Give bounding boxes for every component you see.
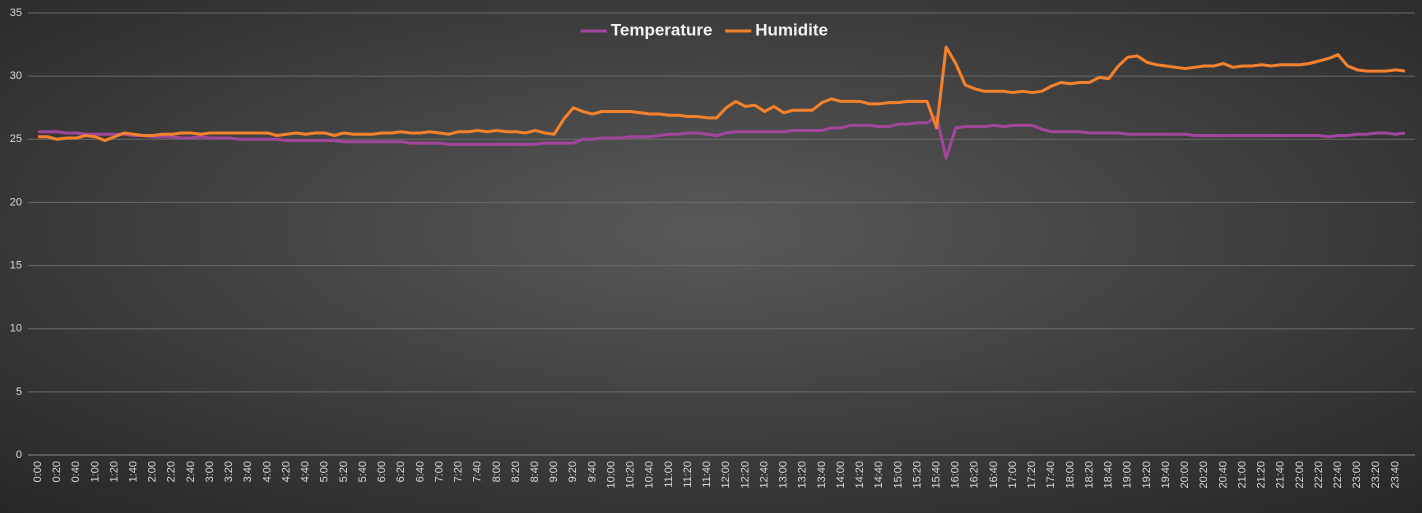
- x-tick-label: 12:00: [720, 461, 732, 489]
- x-tick-label: 21:00: [1236, 461, 1248, 489]
- x-tick-label: 13:00: [778, 461, 790, 489]
- x-tick-label: 11:00: [663, 461, 675, 488]
- x-tick-label: 15:40: [930, 461, 942, 489]
- x-tick-label: 13:20: [797, 461, 809, 489]
- series-line: [38, 45, 1406, 143]
- y-tick-label: 5: [16, 386, 22, 398]
- x-tick-label: 15:00: [892, 461, 904, 489]
- x-tick-label: 0:40: [70, 461, 82, 482]
- x-tick-label: 22:00: [1294, 461, 1306, 489]
- x-tick-label: 16:00: [950, 461, 962, 489]
- x-tick-label: 16:20: [969, 461, 981, 489]
- x-tick-label: 19:40: [1160, 461, 1172, 489]
- x-tick-label: 21:20: [1256, 461, 1268, 489]
- x-tick-label: 7:00: [433, 461, 445, 482]
- x-tick-label: 11:20: [682, 461, 694, 488]
- x-tick-label: 11:40: [701, 461, 713, 488]
- x-tick-label: 17:40: [1045, 461, 1057, 489]
- x-tick-label: 23:20: [1370, 461, 1382, 489]
- y-tick-label: 35: [10, 7, 22, 19]
- legend-label: Humidite: [755, 20, 828, 39]
- x-tick-label: 10:20: [625, 461, 637, 489]
- x-tick-label: 23:00: [1351, 461, 1363, 489]
- x-tick-label: 12:40: [758, 461, 770, 489]
- series-line: [38, 115, 1406, 160]
- x-tick-label: 17:20: [1026, 461, 1038, 489]
- x-tick-label: 23:40: [1389, 461, 1401, 489]
- x-tick-label: 22:40: [1332, 461, 1344, 489]
- x-tick-label: 17:00: [1007, 461, 1019, 489]
- x-tick-label: 0:20: [51, 461, 63, 482]
- x-tick-label: 20:20: [1198, 461, 1210, 489]
- x-tick-label: 5:20: [338, 461, 350, 482]
- x-tick-label: 3:40: [242, 461, 254, 482]
- x-tick-label: 5:40: [357, 461, 369, 482]
- x-tick-label: 4:40: [300, 461, 312, 482]
- x-tick-label: 14:40: [873, 461, 885, 489]
- y-tick-label: 10: [10, 323, 22, 335]
- x-tick-label: 18:00: [1064, 461, 1076, 489]
- x-tick-label: 14:00: [835, 461, 847, 489]
- x-tick-label: 10:00: [605, 461, 617, 489]
- x-tick-label: 1:40: [128, 461, 140, 482]
- legend-label: Temperature: [611, 20, 713, 39]
- x-tick-label: 8:00: [491, 461, 503, 482]
- x-tick-label: 2:40: [185, 461, 197, 482]
- x-tick-label: 4:00: [261, 461, 273, 482]
- x-tick-label: 1:00: [89, 461, 101, 482]
- x-tick-label: 21:40: [1275, 461, 1287, 489]
- x-tick-label: 5:00: [319, 461, 331, 482]
- y-tick-label: 0: [16, 449, 22, 461]
- x-tick-label: 9:40: [586, 461, 598, 482]
- y-tick-label: 30: [10, 70, 22, 82]
- x-tick-label: 20:00: [1179, 461, 1191, 489]
- x-tick-label: 9:20: [567, 461, 579, 482]
- x-tick-label: 6:00: [376, 461, 388, 482]
- y-tick-label: 20: [10, 196, 22, 208]
- x-tick-label: 14:20: [854, 461, 866, 489]
- x-tick-label: 18:40: [1103, 461, 1115, 489]
- x-tick-label: 3:00: [204, 461, 216, 482]
- x-tick-label: 3:20: [223, 461, 235, 482]
- x-tick-label: 2:20: [166, 461, 178, 482]
- x-tick-label: 6:40: [414, 461, 426, 482]
- y-tick-label: 25: [10, 133, 22, 145]
- x-tick-label: 13:40: [816, 461, 828, 489]
- x-tick-label: 2:00: [147, 461, 159, 482]
- x-tick-label: 7:40: [472, 461, 484, 482]
- x-tick-label: 18:20: [1083, 461, 1095, 489]
- x-tick-label: 8:20: [510, 461, 522, 482]
- x-tick-label: 6:20: [395, 461, 407, 482]
- x-tick-label: 7:20: [453, 461, 465, 482]
- x-tick-label: 12:20: [739, 461, 751, 489]
- x-tick-label: 8:40: [529, 461, 541, 482]
- x-tick-label: 10:40: [644, 461, 656, 489]
- x-tick-label: 4:20: [280, 461, 292, 482]
- y-tick-label: 15: [10, 259, 22, 271]
- x-tick-label: 16:40: [988, 461, 1000, 489]
- x-tick-label: 19:00: [1122, 461, 1134, 489]
- x-tick-label: 1:20: [108, 461, 120, 482]
- x-tick-label: 22:20: [1313, 461, 1325, 489]
- x-tick-label: 9:00: [548, 461, 560, 482]
- x-tick-label: 15:20: [911, 461, 923, 489]
- x-tick-label: 0:00: [32, 461, 44, 482]
- x-tick-label: 19:20: [1141, 461, 1153, 489]
- x-tick-label: 20:40: [1217, 461, 1229, 489]
